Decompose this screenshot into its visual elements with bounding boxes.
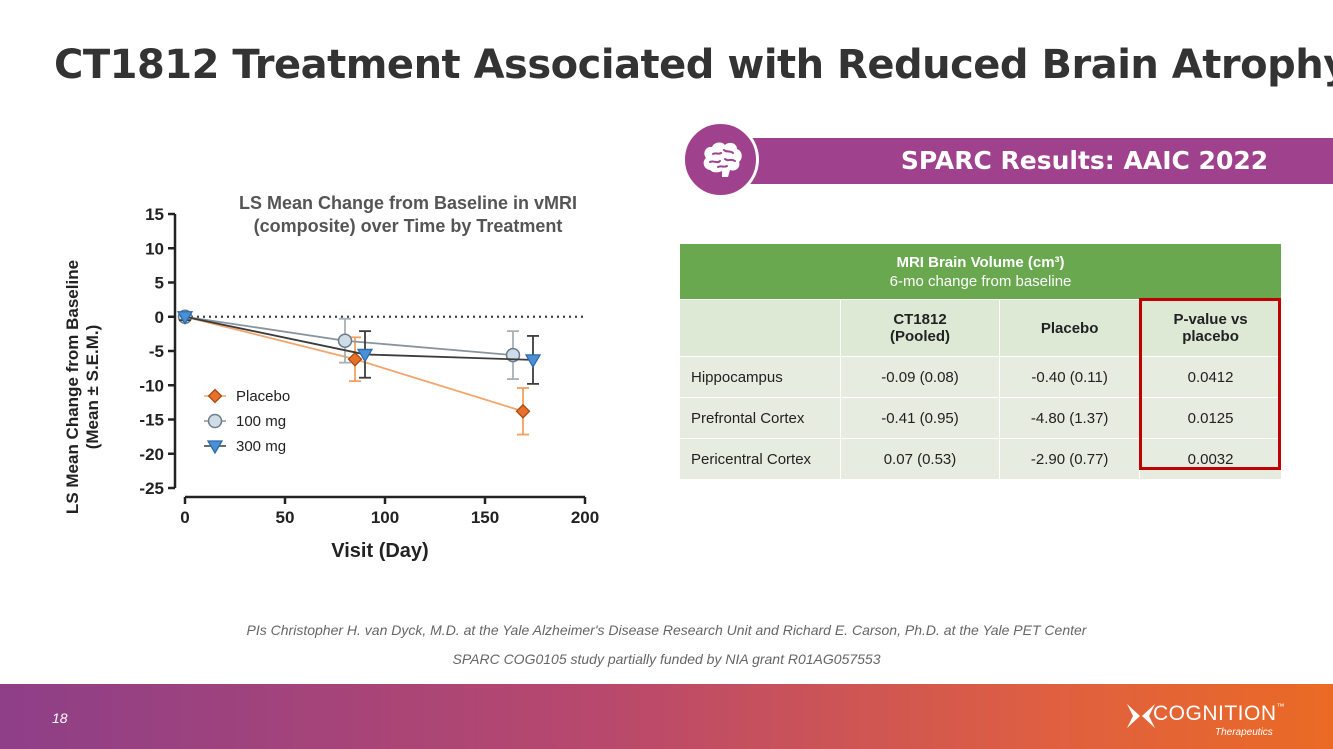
col-head-placebo: Placebo (999, 299, 1141, 357)
data-point (515, 403, 531, 419)
y-tick-label: -25 (139, 479, 164, 498)
cell-ct1812: -0.09 (0.08) (839, 356, 1001, 398)
legend-marker (207, 413, 223, 429)
col-head-pvalue-l1: P-value vs (1173, 311, 1248, 328)
x-tick-label: 150 (471, 508, 499, 527)
x-axis-label: Visit (Day) (331, 540, 428, 562)
row-label: Hippocampus (679, 356, 841, 398)
footer-bar: 18 COGNITION™ Therapeutics (0, 684, 1333, 749)
y-axis-label-line1: LS Mean Change from Baseline (63, 260, 82, 514)
cell-pvalue: 0.0412 (1139, 356, 1282, 398)
cognition-x-logo-icon (1127, 704, 1155, 728)
logo-word: COGNITION (1153, 702, 1277, 725)
pvalue-highlight-box (1139, 298, 1281, 470)
data-point (356, 348, 374, 363)
credit-line-2: SPARC COG0105 study partially funded by … (452, 651, 881, 667)
legend-label: 100 mg (236, 413, 286, 430)
cell-pvalue: 0.0032 (1139, 438, 1282, 480)
x-tick-label: 50 (276, 508, 295, 527)
brain-icon (703, 142, 742, 177)
cell-placebo: -0.40 (0.11) (999, 356, 1141, 398)
table-row: Hippocampus -0.09 (0.08) -0.40 (0.11) 0.… (679, 356, 1282, 398)
brain-badge (682, 121, 759, 198)
cell-placebo: -2.90 (0.77) (999, 438, 1141, 480)
y-tick-label: 5 (155, 274, 164, 293)
cell-pvalue: 0.0125 (1139, 397, 1282, 439)
x-tick-label: 0 (180, 508, 189, 527)
row-label: Prefrontal Cortex (679, 397, 841, 439)
chart-title: LS Mean Change from Baseline in vMRI (239, 193, 577, 213)
y-tick-label: 10 (145, 239, 164, 258)
chart-title-line2: (composite) over Time by Treatment (254, 216, 563, 236)
col-head-ct1812-l2: (Pooled) (890, 328, 950, 345)
data-point (524, 354, 542, 369)
legend-label: Placebo (236, 388, 290, 405)
chart-legend: Placebo 100 mg 300 mg (204, 388, 290, 455)
x-tick-label: 200 (571, 508, 599, 527)
y-tick-label: -20 (139, 445, 164, 464)
y-tick-label: 0 (155, 308, 164, 327)
y-axis-label-line2: (Mean ± S.E.M.) (83, 325, 102, 450)
table-header-title: MRI Brain Volume (cm³) (896, 253, 1065, 271)
x-tick-label: 100 (371, 508, 399, 527)
col-head-pvalue-l2: placebo (1182, 328, 1239, 345)
logo-wordmark: COGNITION™ (1153, 702, 1285, 726)
y-tick-label: -15 (139, 411, 164, 430)
legend-marker (206, 440, 224, 455)
series-line (184, 315, 534, 361)
legend-label: 300 mg (236, 438, 286, 455)
vmri-chart: LS Mean Change from Baseline in vMRI (co… (63, 193, 599, 562)
table-row: Pericentral Cortex 0.07 (0.53) -2.90 (0.… (679, 438, 1282, 480)
results-banner: SPARC Results: AAIC 2022 (726, 138, 1333, 184)
col-head-ct1812: CT1812 (Pooled) (839, 299, 1001, 357)
col-head-pvalue: P-value vs placebo (1139, 299, 1282, 357)
chart-plot (176, 309, 585, 436)
cell-placebo: -4.80 (1.37) (999, 397, 1141, 439)
data-point (176, 311, 194, 326)
banner-title: SPARC Results: AAIC 2022 (900, 146, 1269, 175)
legend-marker (207, 388, 223, 404)
mri-volume-table: MRI Brain Volume (cm³) 6-mo change from … (679, 243, 1282, 480)
row-label: Pericentral Cortex (679, 438, 841, 480)
page-number: 18 (52, 710, 68, 726)
y-tick-label: -5 (149, 342, 164, 361)
data-point (337, 333, 353, 348)
cell-ct1812: 0.07 (0.53) (839, 438, 1001, 480)
table-header-subtitle: 6-mo change from baseline (889, 272, 1072, 290)
col-head-ct1812-l1: CT1812 (893, 311, 947, 328)
y-tick-label: -10 (139, 376, 164, 395)
logo-subtitle: Therapeutics (1215, 727, 1273, 738)
y-axis-label: LS Mean Change from Baseline (Mean ± S.E… (63, 260, 102, 514)
table-row: Prefrontal Cortex -0.41 (0.95) -4.80 (1.… (679, 397, 1282, 439)
col-head-blank (679, 299, 841, 357)
logo-trademark: ™ (1276, 702, 1285, 711)
data-point (347, 351, 363, 367)
cell-ct1812: -0.41 (0.95) (839, 397, 1001, 439)
y-tick-label: 15 (145, 205, 164, 224)
table-header: MRI Brain Volume (cm³) 6-mo change from … (679, 243, 1282, 300)
credit-line-1: PIs Christopher H. van Dyck, M.D. at the… (246, 622, 1087, 638)
slide-title: CT1812 Treatment Associated with Reduced… (54, 42, 1333, 88)
